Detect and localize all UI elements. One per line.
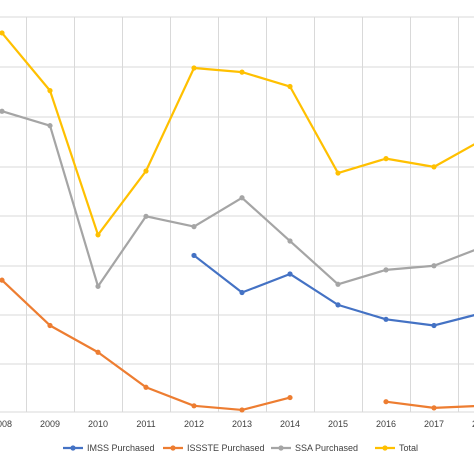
x-tick-label-2016: 2016 bbox=[376, 419, 396, 429]
data-point-total-2015 bbox=[335, 170, 341, 176]
data-point-total-2008 bbox=[0, 30, 5, 36]
data-point-total-2016 bbox=[383, 156, 389, 162]
data-point-total-2012 bbox=[191, 65, 197, 71]
x-tick-label-2012: 2012 bbox=[184, 419, 204, 429]
data-point-ssa-purchased-2017 bbox=[431, 263, 437, 269]
legend-marker-imss-purchased bbox=[70, 445, 76, 451]
data-point-ssa-purchased-2015 bbox=[335, 281, 341, 287]
legend-marker-issste-purchased bbox=[170, 445, 176, 451]
data-point-issste-purchased-2016 bbox=[383, 399, 389, 405]
data-point-ssa-purchased-2011 bbox=[143, 213, 149, 219]
data-point-ssa-purchased-2014 bbox=[287, 238, 293, 244]
data-point-total-2014 bbox=[287, 83, 293, 90]
x-tick-label-2010: 2010 bbox=[88, 419, 108, 429]
data-point-ssa-purchased-2010 bbox=[95, 283, 101, 289]
data-point-issste-purchased-2014 bbox=[287, 394, 293, 401]
data-point-imss-purchased-2013 bbox=[239, 289, 245, 296]
x-axis-tick-labels: 2008 2009 2010 2011 2012 2013 2014 2015 2016 2017… bbox=[0, 419, 474, 429]
series-imss-purchased bbox=[191, 252, 474, 329]
legend-label-total: Total bbox=[399, 443, 418, 453]
gridlines bbox=[0, 16, 474, 413]
data-point-issste-purchased-2012 bbox=[191, 403, 197, 409]
data-point-ssa-purchased-2008 bbox=[0, 108, 5, 114]
data-point-total-2010 bbox=[95, 232, 101, 238]
legend-label-imss-purchased: IMSS Purchased bbox=[87, 443, 155, 453]
data-point-imss-purchased-2015 bbox=[335, 302, 341, 308]
data-point-issste-purchased-2011 bbox=[143, 384, 149, 390]
legend: IMSS Purchased ISSSTE Purchased SSA Purcha… bbox=[63, 443, 418, 453]
legend-label-ssa-purchased: SSA Purchased bbox=[295, 443, 358, 453]
x-tick-label-2011: 2011 bbox=[136, 419, 155, 429]
data-point-issste-purchased-2008 bbox=[0, 277, 5, 283]
x-tick-label-2009: 2009 bbox=[40, 419, 60, 429]
data-point-issste-purchased-2010 bbox=[95, 349, 101, 355]
data-point-total-2017 bbox=[431, 164, 437, 170]
data-point-issste-purchased-2009 bbox=[47, 322, 53, 329]
legend-marker-total bbox=[382, 445, 388, 451]
data-point-total-2011 bbox=[143, 168, 149, 174]
x-tick-label-2014: 2014 bbox=[280, 419, 300, 429]
x-tick-label-2017: 2017 bbox=[424, 419, 444, 429]
data-point-ssa-purchased-2009 bbox=[47, 123, 53, 129]
data-point-imss-purchased-2016 bbox=[383, 316, 389, 322]
data-point-ssa-purchased-2012 bbox=[191, 224, 197, 230]
x-tick-label-2008: 2008 bbox=[0, 419, 12, 429]
legend-item-imss-purchased: IMSS Purchased bbox=[63, 443, 155, 453]
data-point-total-2009 bbox=[47, 88, 53, 94]
series-total bbox=[0, 30, 474, 238]
legend-item-ssa-purchased: SSA Purchased bbox=[271, 443, 358, 453]
series-ssa-purchased bbox=[0, 108, 474, 289]
x-tick-label-2015: 2015 bbox=[328, 419, 348, 429]
data-point-ssa-purchased-2013 bbox=[239, 195, 245, 201]
data-point-issste-purchased-2017 bbox=[431, 405, 437, 411]
series-issste-purchased bbox=[0, 277, 474, 413]
series-lines bbox=[0, 30, 474, 413]
x-tick-label-2018: 2018 bbox=[472, 419, 474, 429]
data-point-ssa-purchased-2016 bbox=[383, 267, 389, 273]
data-point-total-2013 bbox=[239, 69, 245, 75]
legend-item-issste-purchased: ISSSTE Purchased bbox=[163, 443, 265, 453]
legend-item-total: Total bbox=[375, 443, 418, 453]
data-point-imss-purchased-2017 bbox=[431, 322, 437, 329]
legend-marker-ssa-purchased bbox=[278, 445, 284, 451]
x-tick-label-2013: 2013 bbox=[232, 419, 252, 429]
data-point-imss-purchased-2014 bbox=[287, 271, 293, 277]
data-point-imss-purchased-2012 bbox=[191, 252, 197, 259]
data-point-issste-purchased-2013 bbox=[239, 407, 245, 413]
legend-label-issste-purchased: ISSSTE Purchased bbox=[187, 443, 265, 453]
